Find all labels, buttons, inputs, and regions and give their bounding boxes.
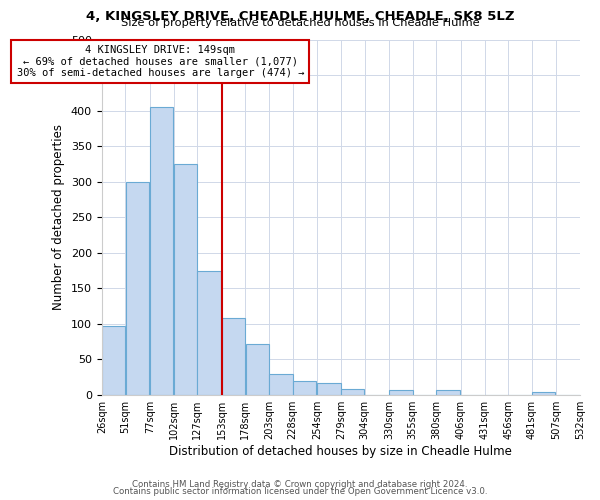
Text: Contains HM Land Registry data © Crown copyright and database right 2024.: Contains HM Land Registry data © Crown c…	[132, 480, 468, 489]
Text: Size of property relative to detached houses in Cheadle Hulme: Size of property relative to detached ho…	[121, 18, 479, 28]
Bar	[269, 374, 293, 394]
Bar	[222, 318, 245, 394]
Bar	[389, 390, 413, 394]
Y-axis label: Number of detached properties: Number of detached properties	[52, 124, 65, 310]
Bar	[293, 380, 316, 394]
Bar	[102, 326, 125, 394]
Text: 4 KINGSLEY DRIVE: 149sqm
← 69% of detached houses are smaller (1,077)
30% of sem: 4 KINGSLEY DRIVE: 149sqm ← 69% of detach…	[17, 45, 304, 78]
Bar	[436, 390, 460, 394]
Bar	[245, 344, 269, 394]
Text: 4, KINGSLEY DRIVE, CHEADLE HULME, CHEADLE, SK8 5LZ: 4, KINGSLEY DRIVE, CHEADLE HULME, CHEADL…	[86, 10, 514, 23]
Text: Contains public sector information licensed under the Open Government Licence v3: Contains public sector information licen…	[113, 487, 487, 496]
Bar	[150, 108, 173, 395]
Bar	[532, 392, 555, 394]
X-axis label: Distribution of detached houses by size in Cheadle Hulme: Distribution of detached houses by size …	[169, 444, 512, 458]
Bar	[125, 182, 149, 394]
Bar	[197, 272, 221, 394]
Bar	[317, 382, 341, 394]
Bar	[174, 164, 197, 394]
Bar	[341, 389, 364, 394]
